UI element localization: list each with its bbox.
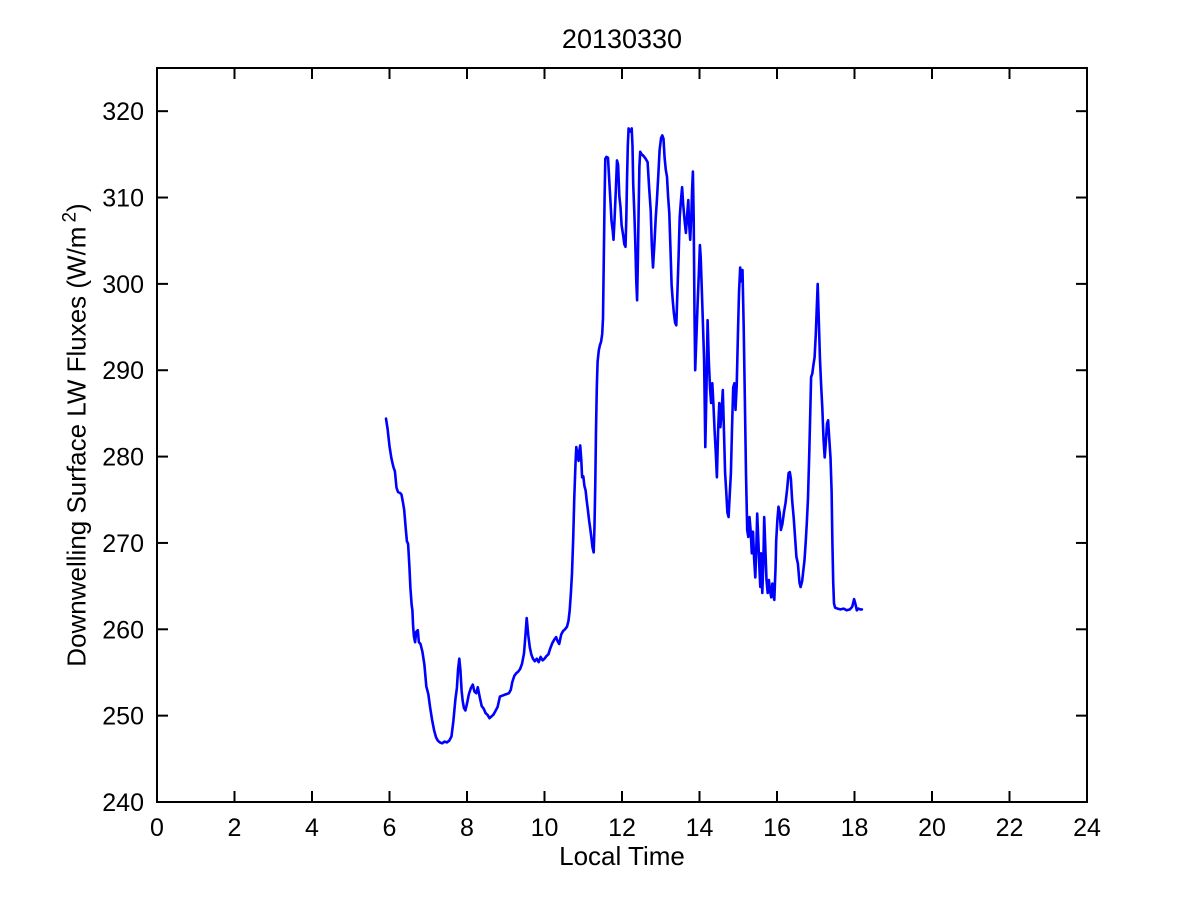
flux-line	[384, 127, 864, 745]
x-tick-label: 12	[608, 814, 636, 842]
x-tick-label: 2	[228, 814, 242, 842]
x-tick-label: 6	[383, 814, 397, 842]
x-tick-label: 24	[1073, 814, 1101, 842]
y-tick-label: 250	[102, 703, 144, 731]
x-tick-label: 18	[841, 814, 869, 842]
y-axis-label-superscript: 2	[59, 211, 81, 223]
x-tick-label: 0	[150, 814, 164, 842]
y-tick-label: 280	[102, 444, 144, 472]
y-tick-label: 310	[102, 185, 144, 213]
x-tick-label: 22	[996, 814, 1024, 842]
y-axis-label-suffix: )	[61, 203, 92, 212]
y-tick-label: 300	[102, 271, 144, 299]
y-tick-label: 320	[102, 98, 144, 126]
x-tick-label: 4	[305, 814, 319, 842]
x-tick-label: 14	[686, 814, 714, 842]
y-tick-label: 290	[102, 357, 144, 385]
x-tick-label: 8	[460, 814, 474, 842]
x-tick-label: 10	[531, 814, 559, 842]
y-tick-label: 240	[102, 789, 144, 817]
x-axis-label: Local Time	[559, 841, 685, 871]
x-tick-label: 16	[763, 814, 791, 842]
x-tick-label: 20	[918, 814, 946, 842]
y-tick-label: 260	[102, 616, 144, 644]
chart-title: 20130330	[561, 24, 683, 54]
y-axis-label-text: Downwelling Surface LW Fluxes (W/m	[61, 226, 92, 667]
y-tick-label: 270	[102, 530, 144, 558]
y-axis-label: Downwelling Surface LW Fluxes (W/m 2)	[60, 203, 93, 666]
